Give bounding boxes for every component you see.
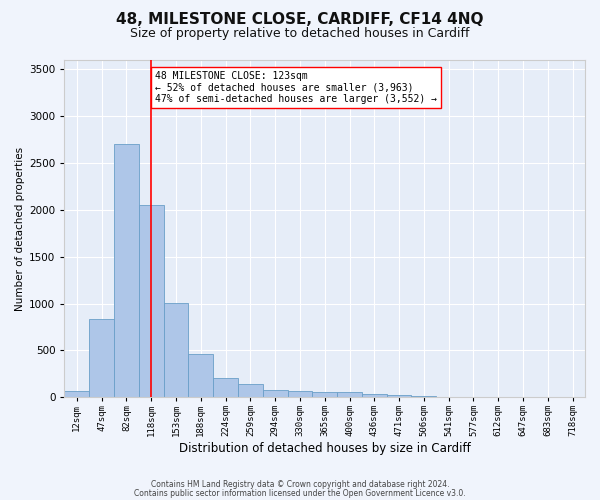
Bar <box>114 144 139 397</box>
Bar <box>362 394 386 397</box>
Bar <box>139 205 164 397</box>
Text: Size of property relative to detached houses in Cardiff: Size of property relative to detached ho… <box>130 28 470 40</box>
Bar <box>436 396 461 397</box>
Text: Contains HM Land Registry data © Crown copyright and database right 2024.: Contains HM Land Registry data © Crown c… <box>151 480 449 489</box>
Bar <box>412 396 436 397</box>
Bar <box>188 354 213 397</box>
Bar <box>337 392 362 397</box>
Bar <box>164 302 188 397</box>
Bar <box>287 391 313 397</box>
Bar <box>263 390 287 397</box>
Text: Contains public sector information licensed under the Open Government Licence v3: Contains public sector information licen… <box>134 488 466 498</box>
Bar <box>238 384 263 397</box>
Bar <box>313 392 337 397</box>
Bar <box>386 395 412 397</box>
Bar <box>213 378 238 397</box>
Text: 48, MILESTONE CLOSE, CARDIFF, CF14 4NQ: 48, MILESTONE CLOSE, CARDIFF, CF14 4NQ <box>116 12 484 28</box>
Bar <box>89 318 114 397</box>
Text: 48 MILESTONE CLOSE: 123sqm
← 52% of detached houses are smaller (3,963)
47% of s: 48 MILESTONE CLOSE: 123sqm ← 52% of deta… <box>155 71 437 104</box>
Y-axis label: Number of detached properties: Number of detached properties <box>15 146 25 310</box>
X-axis label: Distribution of detached houses by size in Cardiff: Distribution of detached houses by size … <box>179 442 470 455</box>
Bar <box>64 390 89 397</box>
